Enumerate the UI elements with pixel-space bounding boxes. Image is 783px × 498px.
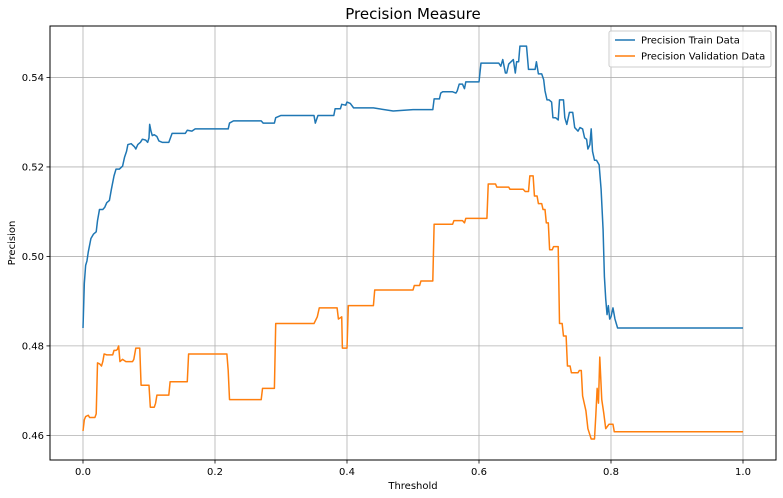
x-tick-label: 0.2 (207, 467, 223, 478)
series-lines (82, 45, 743, 440)
x-tick-label: 0.6 (471, 467, 487, 478)
chart-title: Precision Measure (345, 5, 480, 23)
series-line-validation (82, 175, 743, 440)
x-tick-label: 1.0 (735, 467, 751, 478)
x-axis-label: Threshold (387, 481, 437, 492)
axis-ticks: 0.0 0.2 0.4 0.6 0.8 1.0 0.46 0.48 0.50 0.52 0.54 (22, 73, 751, 478)
legend-box (608, 30, 772, 68)
legend-label-train: Precision Train Data (641, 36, 740, 47)
x-tick-label: 0.8 (603, 467, 619, 478)
x-tick-label: 0.0 (75, 467, 91, 478)
y-tick-label: 0.48 (22, 341, 44, 352)
y-tick-label: 0.54 (22, 73, 44, 84)
series-line-train (82, 45, 743, 329)
x-tick-label: 0.4 (339, 467, 355, 478)
plot-frame (49, 25, 777, 461)
y-tick-label: 0.46 (22, 431, 44, 442)
legend-label-validation: Precision Validation Data (641, 52, 765, 63)
y-tick-label: 0.50 (22, 252, 44, 263)
y-axis-label: Precision (7, 221, 18, 266)
legend: Precision Train Data Precision Validatio… (608, 30, 772, 68)
grid (50, 26, 776, 460)
y-tick-label: 0.52 (22, 162, 44, 173)
